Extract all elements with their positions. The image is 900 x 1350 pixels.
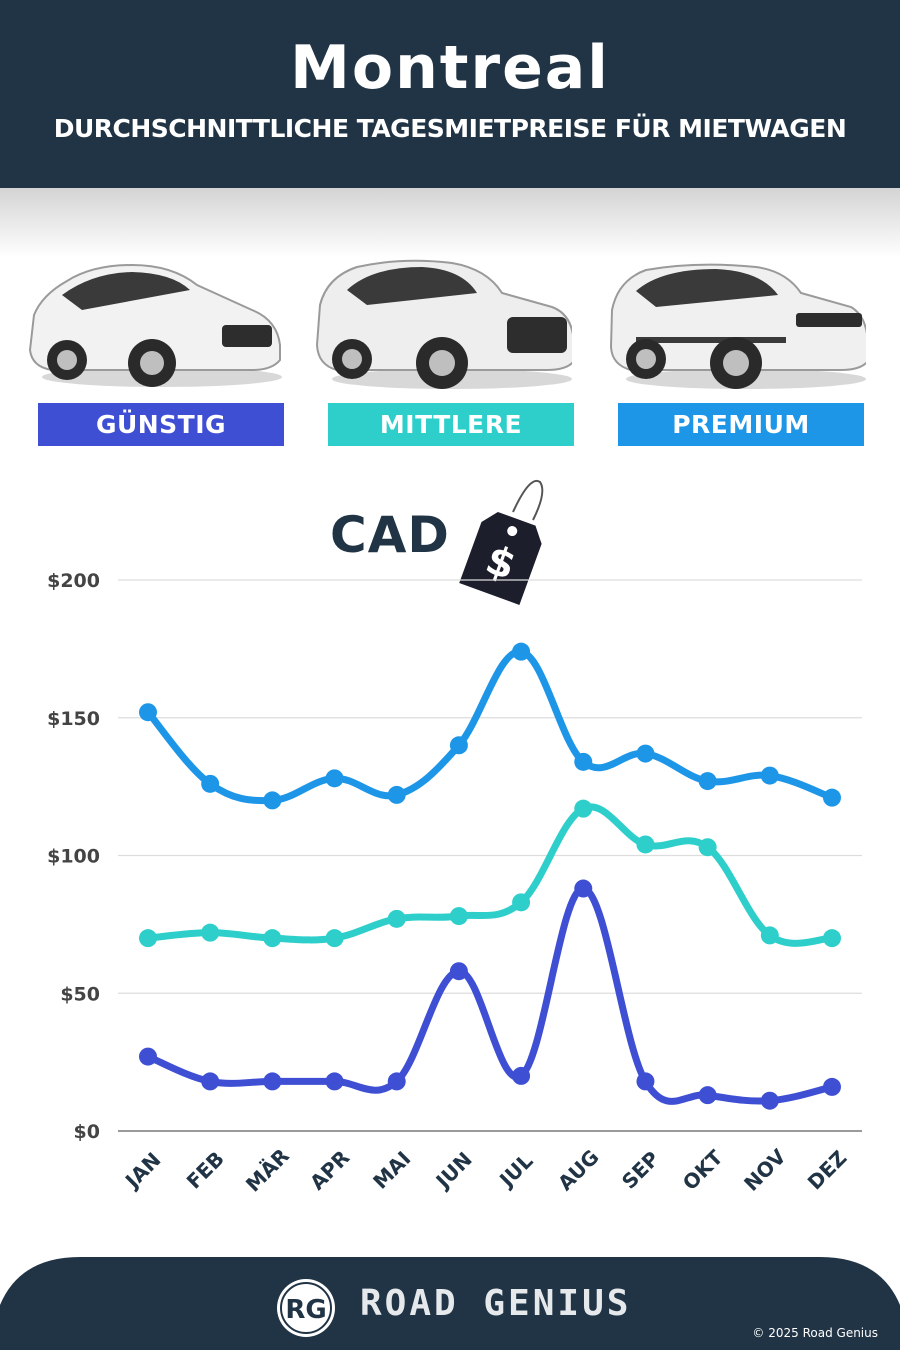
data-point-premium: [512, 642, 531, 661]
page-subtitle: DURCHSCHNITTLICHE TAGESMIETPREISE FÜR MI…: [53, 114, 847, 143]
data-point-premium: [201, 774, 220, 793]
data-point-guenstig: [325, 1072, 344, 1091]
footer-banner: [0, 1257, 900, 1350]
header-shadow: [0, 188, 900, 258]
y-tick-label: $150: [47, 708, 100, 730]
x-tick-label: APR: [305, 1145, 354, 1194]
data-point-guenstig: [636, 1072, 655, 1091]
y-tick-label: $50: [60, 983, 100, 1005]
data-point-mittlere: [449, 907, 468, 926]
data-point-mittlere: [636, 835, 655, 854]
data-point-premium: [760, 766, 779, 785]
data-point-guenstig: [574, 879, 593, 898]
price-line-chart: $0 $50 $100 $150 $200 JAN FEB MÄR APR MAI JUN JUL A…: [47, 570, 862, 1197]
data-point-mittlere: [512, 893, 531, 912]
series-line-premium: [144, 648, 836, 805]
logo-text: RG: [285, 1295, 326, 1325]
x-tick-label: DEZ: [803, 1146, 852, 1195]
road-genius-logo-icon: RG: [277, 1279, 335, 1337]
data-point-guenstig: [263, 1072, 282, 1091]
x-tick-label: JUL: [493, 1149, 537, 1193]
copyright-text: © 2025 Road Genius: [752, 1326, 878, 1340]
hatchback-car-image: [28, 263, 282, 387]
x-tick-label: OKT: [678, 1145, 728, 1195]
data-point-mittlere: [325, 929, 344, 948]
data-point-premium: [574, 752, 593, 771]
series-line-mittlere: [144, 803, 836, 947]
data-point-mittlere: [698, 838, 717, 857]
premium-suv-image: [609, 263, 866, 389]
data-point-premium: [636, 744, 655, 763]
series-line-guenstig: [144, 885, 836, 1105]
x-tick-label: NOV: [739, 1144, 791, 1196]
data-point-mittlere: [263, 929, 282, 948]
x-tick-label: MAI: [368, 1146, 415, 1193]
page-title: Montreal: [290, 33, 610, 103]
series-layer: [139, 642, 841, 1110]
x-tick-label: FEB: [182, 1147, 229, 1194]
x-tick-label: SEP: [617, 1146, 664, 1193]
y-tick-label: $0: [74, 1121, 100, 1143]
data-point-premium: [139, 703, 157, 722]
data-point-premium: [387, 785, 406, 804]
data-point-guenstig: [201, 1072, 220, 1091]
data-point-mittlere: [139, 929, 157, 948]
x-tick-label: MÄR: [241, 1144, 294, 1197]
category-badge-guenstig: GÜNSTIG: [38, 403, 284, 446]
suv-car-image: [315, 259, 572, 389]
x-tick-label: JAN: [119, 1148, 165, 1194]
data-point-guenstig: [512, 1066, 531, 1085]
data-point-premium: [698, 772, 717, 791]
data-point-guenstig: [823, 1077, 841, 1096]
currency-label: CAD: [330, 506, 450, 564]
data-point-guenstig: [387, 1072, 406, 1091]
y-tick-label: $200: [47, 570, 100, 592]
data-point-mittlere: [387, 909, 406, 928]
data-point-mittlere: [823, 929, 841, 948]
brand-name: ROAD GENIUS: [360, 1283, 632, 1324]
data-point-premium: [263, 791, 282, 810]
x-axis-ticks: JAN FEB MÄR APR MAI JUN JUL AUG SEP OKT NOV DEZ: [119, 1144, 851, 1197]
y-axis-ticks: $0 $50 $100 $150 $200: [47, 570, 100, 1143]
category-badge-mittlere: MITTLERE: [328, 403, 574, 446]
category-badge-premium: PREMIUM: [618, 403, 864, 446]
data-point-premium: [449, 736, 468, 755]
header-banner: Montreal DURCHSCHNITTLICHE TAGESMIETPREI…: [0, 0, 900, 188]
y-tick-label: $100: [47, 846, 100, 868]
data-point-guenstig: [449, 962, 468, 981]
data-point-premium: [325, 769, 344, 788]
data-point-guenstig: [139, 1047, 157, 1066]
grid-layer: [118, 579, 862, 1132]
data-point-mittlere: [760, 926, 779, 945]
data-point-guenstig: [698, 1086, 717, 1105]
x-tick-label: AUG: [553, 1145, 604, 1196]
data-point-mittlere: [201, 923, 220, 942]
data-point-guenstig: [760, 1091, 779, 1110]
x-tick-label: JUN: [430, 1147, 477, 1194]
data-point-mittlere: [574, 799, 593, 818]
data-point-premium: [823, 788, 841, 807]
